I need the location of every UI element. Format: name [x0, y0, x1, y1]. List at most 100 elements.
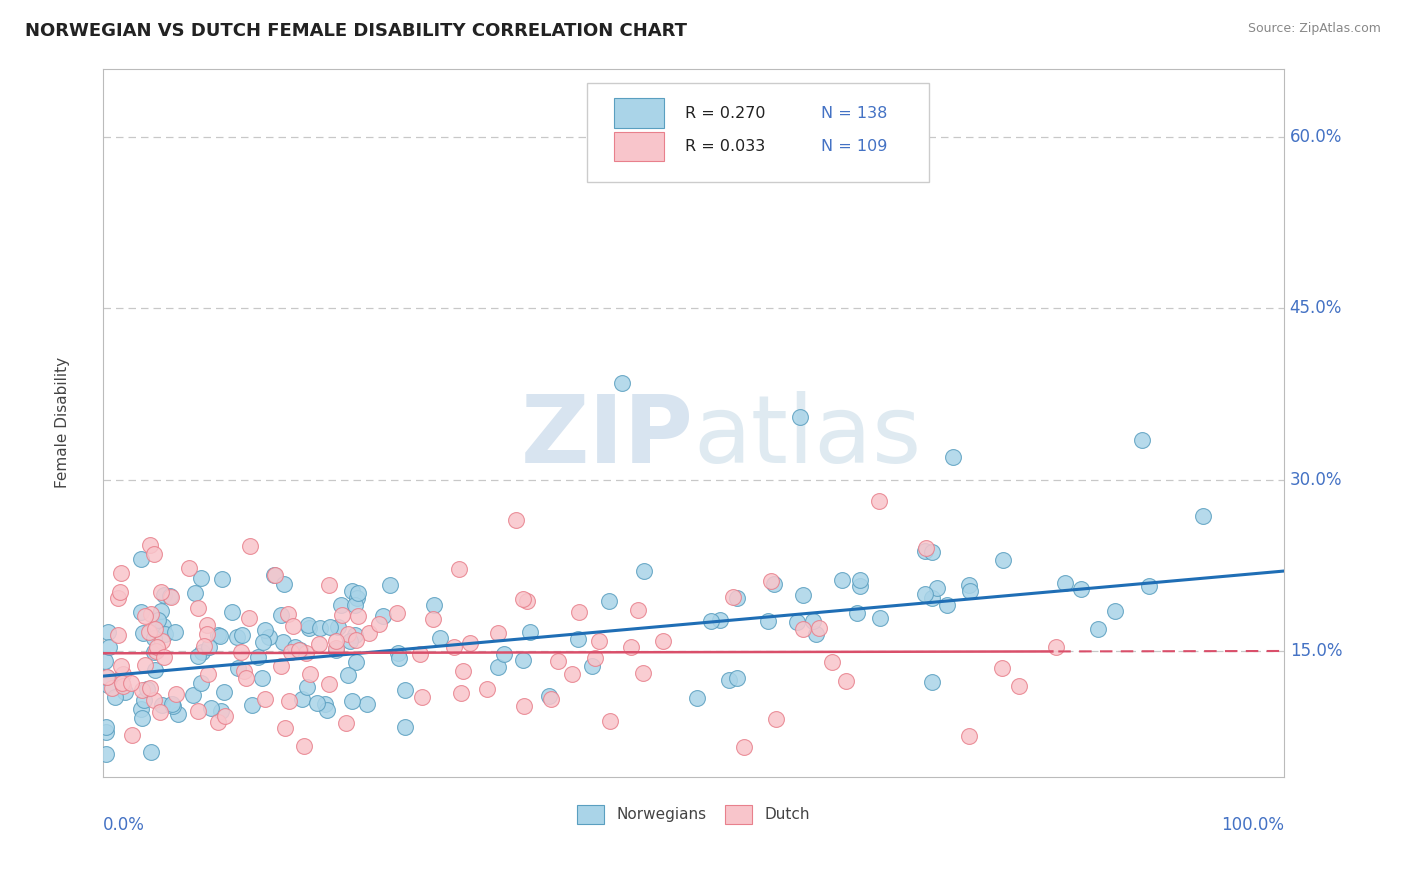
Point [367, 616, 389, 631]
Point [990, 661, 1012, 675]
Point [138, 624, 160, 639]
Point [264, 568, 287, 582]
Point [297, 621, 319, 635]
Point [211, 572, 233, 586]
Point [718, 673, 741, 687]
Point [868, 494, 890, 508]
Point [326, 620, 349, 634]
Point [229, 645, 252, 659]
Point [94, 670, 117, 684]
Point [233, 664, 256, 678]
Point [280, 645, 302, 659]
Point [207, 714, 229, 729]
Point [145, 643, 167, 657]
Point [959, 584, 981, 599]
Point [409, 647, 432, 661]
Point [993, 553, 1015, 567]
Point [627, 603, 650, 617]
Text: 30.0%: 30.0% [1289, 471, 1343, 489]
Point [357, 625, 380, 640]
Point [131, 552, 153, 566]
Text: Female Disability: Female Disability [55, 357, 70, 488]
Point [733, 740, 755, 755]
Point [330, 598, 353, 612]
Point [166, 706, 188, 721]
Point [120, 676, 142, 690]
Text: NORWEGIAN VS DUTCH FEMALE DISABILITY CORRELATION CHART: NORWEGIAN VS DUTCH FEMALE DISABILITY COR… [25, 22, 688, 40]
Point [1130, 433, 1153, 447]
Point [343, 599, 366, 613]
Point [94, 720, 117, 734]
Point [344, 628, 367, 642]
Point [200, 701, 222, 715]
Point [935, 599, 957, 613]
Point [152, 619, 174, 633]
Point [914, 587, 936, 601]
Point [291, 692, 314, 706]
Text: Source: ZipAtlas.com: Source: ZipAtlas.com [1247, 22, 1381, 36]
Point [325, 633, 347, 648]
Point [134, 608, 156, 623]
Point [344, 655, 367, 669]
Point [277, 694, 299, 708]
Point [834, 673, 856, 688]
Point [190, 571, 212, 585]
Point [846, 606, 869, 620]
Point [706, 119, 728, 133]
Point [561, 667, 583, 681]
Point [159, 589, 181, 603]
Point [801, 615, 824, 629]
Point [153, 627, 176, 641]
Point [94, 655, 117, 669]
Text: N = 138: N = 138 [821, 105, 887, 120]
Point [458, 636, 481, 650]
Point [486, 625, 509, 640]
Point [195, 627, 218, 641]
Point [429, 631, 451, 645]
Point [371, 609, 394, 624]
Point [246, 650, 269, 665]
Point [340, 584, 363, 599]
Point [214, 709, 236, 723]
Point [336, 668, 359, 682]
Point [318, 677, 340, 691]
Point [252, 635, 274, 649]
Text: ZIP: ZIP [520, 391, 693, 483]
Point [274, 721, 297, 735]
Point [1070, 582, 1092, 597]
Point [547, 654, 569, 668]
Point [914, 543, 936, 558]
Point [612, 376, 634, 390]
Point [270, 607, 292, 622]
Point [319, 620, 342, 634]
Point [346, 586, 368, 600]
Point [149, 706, 172, 720]
Point [263, 567, 285, 582]
Point [143, 693, 166, 707]
Point [447, 562, 470, 576]
Text: atlas: atlas [693, 391, 921, 483]
Point [187, 648, 209, 663]
Point [380, 577, 402, 591]
Point [152, 634, 174, 648]
Point [212, 685, 235, 699]
Point [540, 692, 562, 706]
Text: R = 0.270: R = 0.270 [685, 105, 765, 120]
Point [143, 622, 166, 636]
Point [139, 607, 162, 621]
Point [1045, 640, 1067, 655]
Point [209, 629, 232, 643]
Point [277, 607, 299, 622]
Point [295, 647, 318, 661]
Text: N = 109: N = 109 [821, 139, 887, 154]
Point [957, 578, 980, 592]
Text: R = 0.033: R = 0.033 [685, 139, 765, 154]
Text: 15.0%: 15.0% [1289, 642, 1343, 660]
Point [177, 561, 200, 575]
Point [335, 715, 357, 730]
Point [231, 628, 253, 642]
Point [139, 745, 162, 759]
Point [1008, 679, 1031, 693]
Point [136, 682, 159, 697]
Point [134, 658, 156, 673]
